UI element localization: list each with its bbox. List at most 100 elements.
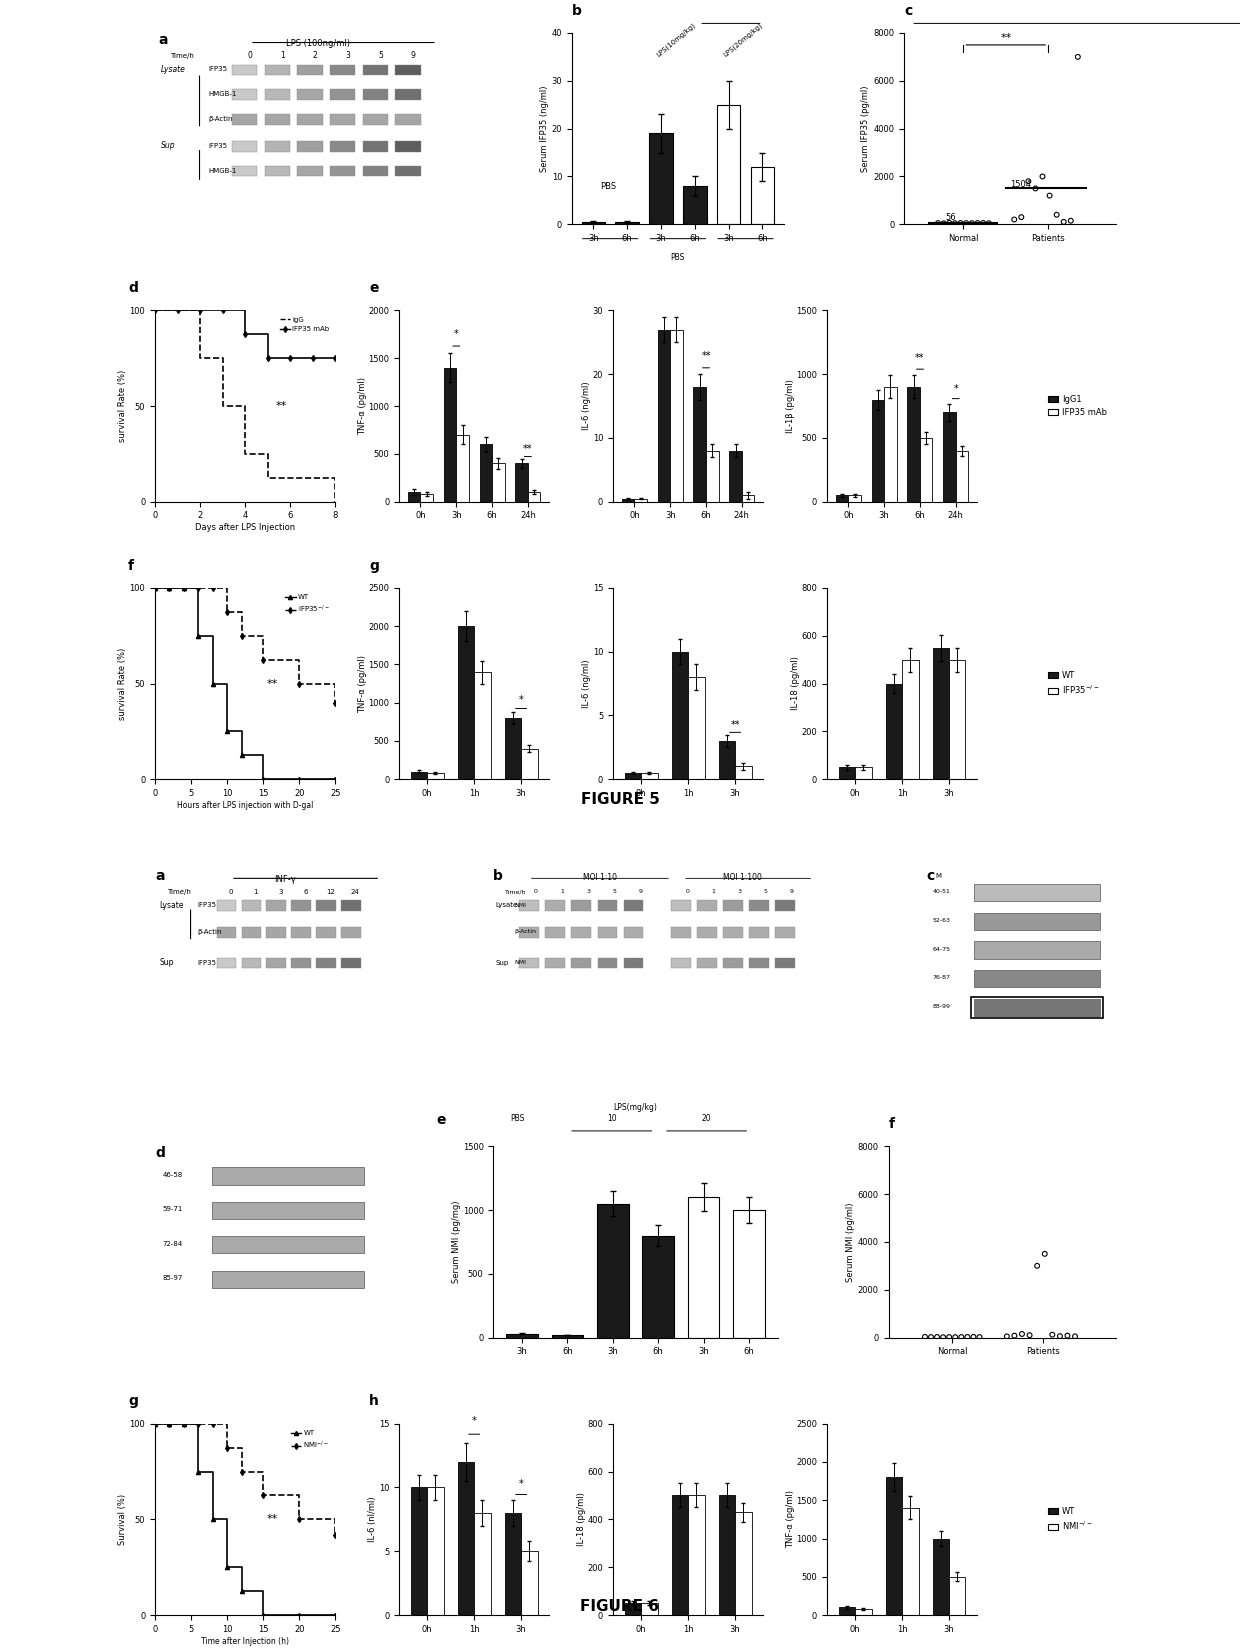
NMI$^{-/-}$ bbox=[176, 1414, 191, 1434]
Text: **: ** bbox=[275, 400, 286, 410]
Text: 52-63: 52-63 bbox=[932, 918, 951, 923]
WT bbox=[219, 674, 234, 694]
IFP35$^{-/-}$ bbox=[176, 578, 191, 598]
WT bbox=[176, 578, 191, 598]
Text: LPS(mg/kg): LPS(mg/kg) bbox=[614, 1103, 657, 1112]
Point bbox=[973, 209, 993, 236]
Bar bbox=[688, 1196, 719, 1338]
FancyBboxPatch shape bbox=[546, 957, 565, 969]
Y-axis label: TNF-α (pg/ml): TNF-α (pg/ml) bbox=[786, 1490, 795, 1549]
Text: *: * bbox=[518, 1478, 523, 1488]
Bar bbox=[671, 330, 683, 501]
IFP35 mAb bbox=[170, 300, 185, 320]
NMI$^{-/-}$ bbox=[206, 1414, 221, 1434]
Text: a: a bbox=[157, 33, 167, 46]
Bar bbox=[410, 771, 428, 780]
Text: 1: 1 bbox=[253, 888, 258, 895]
Point bbox=[963, 1323, 983, 1350]
Bar bbox=[625, 1604, 641, 1615]
WT bbox=[162, 578, 177, 598]
Bar bbox=[458, 626, 474, 780]
NMI$^{-/-}$ bbox=[255, 1462, 270, 1482]
Bar bbox=[410, 1488, 428, 1615]
FancyBboxPatch shape bbox=[267, 928, 286, 938]
Bar bbox=[848, 496, 861, 501]
Text: **: ** bbox=[523, 445, 533, 455]
Point bbox=[1050, 1323, 1070, 1350]
Text: e: e bbox=[370, 282, 378, 295]
NMI$^{-/-}$ bbox=[219, 1414, 234, 1434]
WT bbox=[234, 1557, 249, 1577]
FancyBboxPatch shape bbox=[298, 166, 322, 176]
NMI$^{-/-}$ bbox=[162, 1414, 177, 1434]
IFP35$^{-/-}$ bbox=[234, 626, 249, 646]
Bar bbox=[742, 496, 754, 501]
Text: 6: 6 bbox=[304, 888, 308, 895]
Bar bbox=[505, 719, 521, 780]
FancyBboxPatch shape bbox=[267, 900, 286, 911]
IFP35 mAb bbox=[216, 300, 231, 320]
Text: b: b bbox=[572, 3, 582, 18]
IFP35$^{-/-}$ bbox=[291, 674, 306, 694]
IFP35 mAb bbox=[327, 348, 342, 368]
Text: 76-87: 76-87 bbox=[932, 976, 951, 981]
WT bbox=[255, 745, 270, 765]
Text: 9: 9 bbox=[639, 890, 642, 895]
FancyBboxPatch shape bbox=[316, 957, 336, 969]
NMI$^{-/-}$ bbox=[234, 1462, 249, 1482]
Text: e: e bbox=[436, 1112, 446, 1127]
Text: 88-99: 88-99 bbox=[932, 1004, 951, 1009]
FancyBboxPatch shape bbox=[363, 89, 388, 101]
Bar bbox=[428, 773, 444, 780]
Line: WT: WT bbox=[153, 1422, 337, 1617]
Text: d: d bbox=[128, 282, 138, 295]
IFP35 mAb bbox=[283, 348, 298, 368]
Line: NMI$^{-/-}$: NMI$^{-/-}$ bbox=[153, 1422, 337, 1536]
FancyBboxPatch shape bbox=[212, 1271, 363, 1287]
Bar bbox=[838, 1607, 856, 1615]
Y-axis label: survival Rate (%): survival Rate (%) bbox=[118, 648, 126, 720]
IgG bbox=[148, 300, 162, 320]
Text: PBS: PBS bbox=[510, 1114, 525, 1124]
Point bbox=[1012, 204, 1032, 231]
Text: **: ** bbox=[702, 351, 711, 361]
FancyBboxPatch shape bbox=[232, 89, 258, 101]
Text: MOI 1:10: MOI 1:10 bbox=[583, 872, 618, 882]
Text: h: h bbox=[370, 1394, 378, 1409]
Text: g: g bbox=[128, 1394, 138, 1409]
FancyBboxPatch shape bbox=[232, 166, 258, 176]
WT bbox=[206, 674, 221, 694]
FancyBboxPatch shape bbox=[697, 957, 717, 969]
FancyBboxPatch shape bbox=[298, 114, 322, 125]
IgG bbox=[305, 468, 320, 488]
FancyBboxPatch shape bbox=[572, 900, 591, 911]
FancyBboxPatch shape bbox=[520, 900, 538, 911]
FancyBboxPatch shape bbox=[973, 999, 1100, 1017]
Bar bbox=[693, 387, 706, 501]
Bar bbox=[872, 400, 884, 501]
FancyBboxPatch shape bbox=[330, 114, 356, 125]
Bar bbox=[719, 1495, 735, 1615]
Text: 3: 3 bbox=[587, 890, 590, 895]
Y-axis label: IL-6 (ng/ml): IL-6 (ng/ml) bbox=[583, 382, 591, 430]
FancyBboxPatch shape bbox=[520, 957, 538, 969]
IFP35$^{-/-}$ bbox=[327, 692, 342, 712]
Text: Lysate: Lysate bbox=[496, 901, 518, 908]
Bar bbox=[932, 1539, 949, 1615]
IgG bbox=[216, 396, 231, 415]
Point bbox=[921, 1323, 941, 1350]
FancyBboxPatch shape bbox=[363, 114, 388, 125]
FancyBboxPatch shape bbox=[572, 957, 591, 969]
NMI$^{-/-}$ bbox=[176, 1414, 191, 1434]
FancyBboxPatch shape bbox=[396, 142, 420, 152]
WT bbox=[162, 1414, 177, 1434]
WT bbox=[191, 1462, 206, 1482]
WT bbox=[327, 770, 342, 789]
Legend: WT, NMI$^{-/-}$: WT, NMI$^{-/-}$ bbox=[1045, 1503, 1095, 1536]
Text: 5: 5 bbox=[764, 890, 768, 895]
IFP35$^{-/-}$ bbox=[162, 578, 177, 598]
Text: c: c bbox=[904, 3, 913, 18]
FancyBboxPatch shape bbox=[217, 928, 236, 938]
Point bbox=[1061, 208, 1081, 234]
FancyBboxPatch shape bbox=[775, 957, 795, 969]
